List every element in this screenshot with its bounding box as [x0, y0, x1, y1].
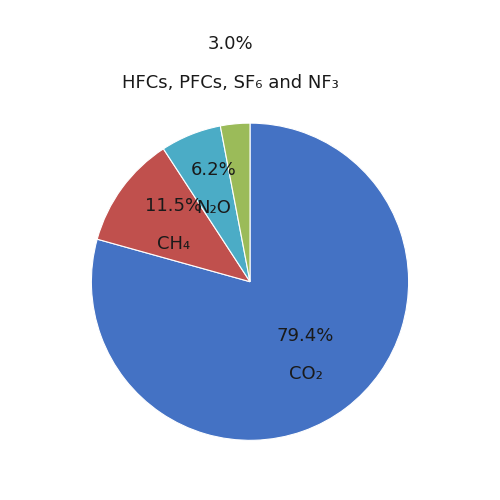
Wedge shape	[220, 123, 250, 282]
Wedge shape	[97, 149, 250, 282]
Text: 79.4%: 79.4%	[277, 327, 334, 345]
Text: 6.2%: 6.2%	[190, 160, 236, 178]
Text: CO₂: CO₂	[288, 366, 322, 384]
Text: 11.5%: 11.5%	[145, 197, 202, 215]
Text: HFCs, PFCs, SF₆ and NF₃: HFCs, PFCs, SF₆ and NF₃	[122, 74, 339, 92]
Text: N₂O: N₂O	[196, 199, 230, 217]
Wedge shape	[164, 126, 250, 282]
Text: 3.0%: 3.0%	[208, 36, 254, 54]
Wedge shape	[92, 123, 408, 440]
Text: CH₄: CH₄	[157, 236, 190, 254]
